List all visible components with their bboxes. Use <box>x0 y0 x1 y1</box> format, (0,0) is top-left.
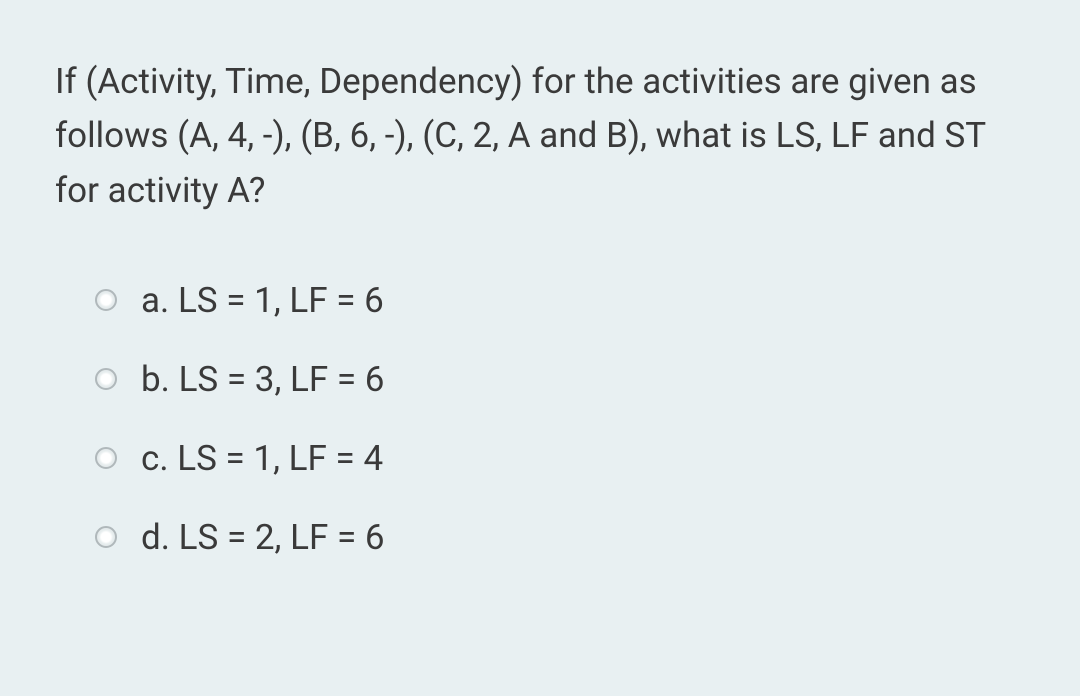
radio-icon[interactable] <box>95 526 117 548</box>
question-card: If (Activity, Time, Dependency) for the … <box>0 0 1080 696</box>
radio-icon[interactable] <box>95 289 117 311</box>
option-label: b. LS = 3, LF = 6 <box>141 355 384 404</box>
radio-icon[interactable] <box>95 368 117 390</box>
radio-icon[interactable] <box>95 447 117 469</box>
option-c[interactable]: c. LS = 1, LF = 4 <box>95 434 1025 483</box>
question-text: If (Activity, Time, Dependency) for the … <box>55 55 1025 218</box>
option-b[interactable]: b. LS = 3, LF = 6 <box>95 355 1025 404</box>
option-label: d. LS = 2, LF = 6 <box>141 513 385 562</box>
options-container: a. LS = 1, LF = 6 b. LS = 3, LF = 6 c. L… <box>55 276 1025 562</box>
option-d[interactable]: d. LS = 2, LF = 6 <box>95 513 1025 562</box>
option-a[interactable]: a. LS = 1, LF = 6 <box>95 276 1025 325</box>
option-label: c. LS = 1, LF = 4 <box>141 434 383 483</box>
option-label: a. LS = 1, LF = 6 <box>141 276 384 325</box>
